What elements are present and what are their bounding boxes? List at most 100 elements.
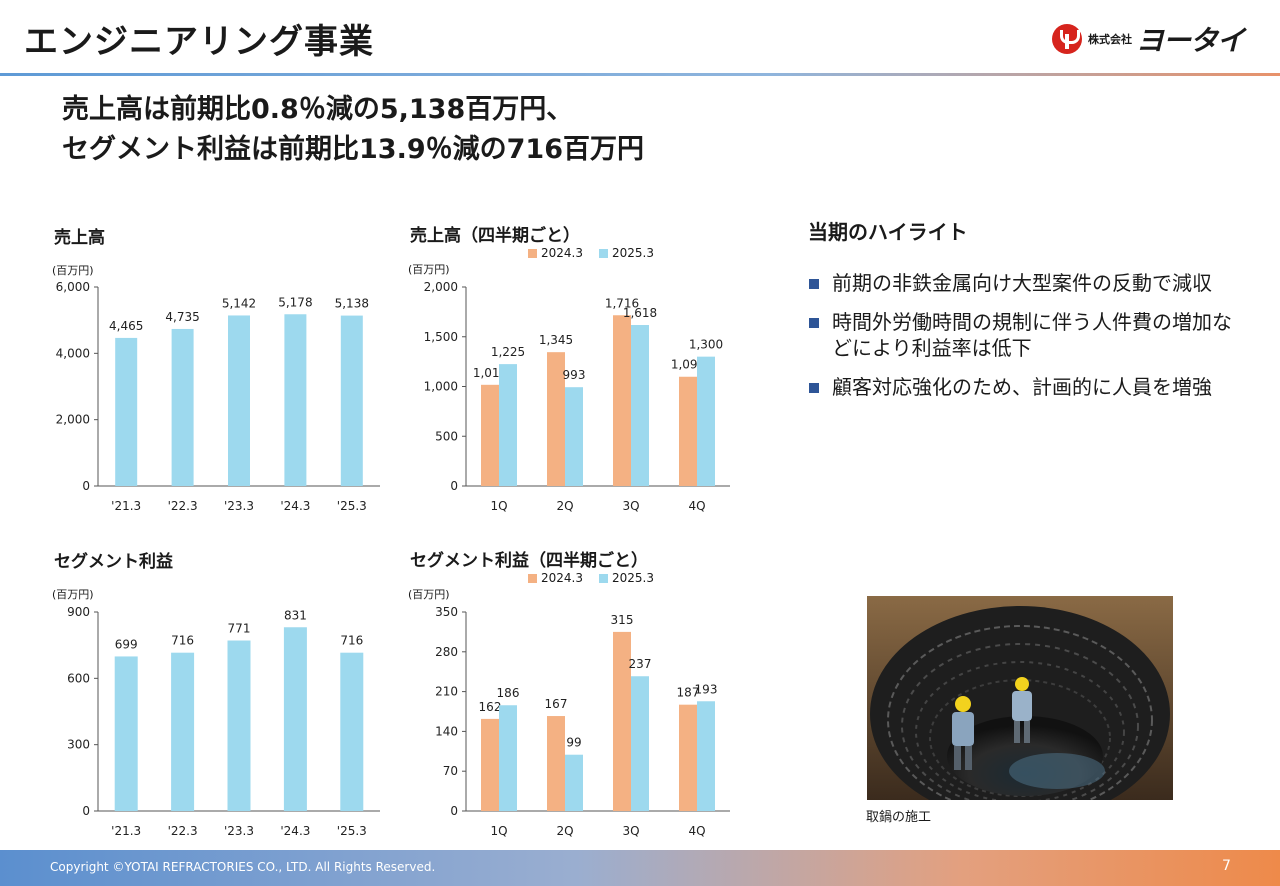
ladle-construction-photo (867, 596, 1173, 800)
bar-23.3 (228, 315, 250, 486)
x-tick-label: '25.3 (337, 824, 367, 838)
x-tick-label: 3Q (622, 824, 639, 838)
data-label: 162 (479, 700, 502, 714)
highlights-list: 前期の非鉄金属向け大型案件の反動で減収 時間外労働時間の規制に伴う人件費の増加な… (808, 270, 1248, 413)
x-tick-label: 4Q (688, 824, 705, 838)
data-label: 167 (545, 697, 568, 711)
data-label: 1,618 (623, 306, 657, 320)
annual-sales-chart: 0 2,000 4,000 6,000 '21.3 4,465 '22.3 4,735 '23.… (56, 280, 380, 513)
data-label: 5,138 (335, 297, 369, 311)
ladle-photo-illustration (867, 596, 1173, 800)
bar-2024-3-4Q (679, 704, 697, 811)
legend-swatch-2024 (528, 248, 537, 258)
photo-caption: 取鍋の施工 (866, 810, 932, 825)
quarterly-sales-unit: (百万円) (408, 263, 450, 276)
data-label: 193 (695, 682, 718, 696)
annual-profit-title: セグメント利益 (54, 552, 173, 572)
bar-2024-3-3Q (613, 631, 631, 811)
data-label: 831 (284, 608, 307, 622)
data-label: 237 (629, 657, 652, 671)
highlight-text: 顧客対応強化のため、計画的に人員を増強 (832, 375, 1212, 399)
y-tick-label: 140 (435, 724, 458, 738)
bar-2025-3-1Q (499, 364, 517, 486)
y-tick-label: 4,000 (56, 346, 90, 360)
data-label: 1,716 (605, 296, 639, 310)
page-number: 7 (1222, 858, 1231, 874)
bar-2024-3-3Q (613, 315, 631, 486)
bar-2024-3-2Q (547, 716, 565, 811)
footer: Copyright ©YOTAI REFRACTORIES CO., LTD. … (0, 850, 1280, 886)
title-bar: エンジニアリング事業 株式会社 ヨータイ (0, 0, 1280, 76)
legend-swatch-2025 (599, 248, 608, 258)
logo-brand-text: ヨータイ (1136, 24, 1245, 57)
y-tick-label: 350 (435, 605, 458, 619)
data-label: 771 (228, 622, 251, 636)
data-label: 99 (566, 736, 581, 750)
bar-2025-3-4Q (697, 701, 715, 811)
y-tick-label: 900 (67, 605, 90, 619)
square-bullet-icon (809, 383, 819, 393)
y-tick-label: 1,000 (424, 380, 458, 394)
highlights-title: 当期のハイライト (808, 220, 968, 244)
data-label: 993 (563, 368, 586, 382)
y-tick-label: 0 (450, 804, 458, 818)
x-tick-label: 4Q (688, 499, 705, 513)
data-label: 4,735 (165, 310, 199, 324)
bar-2024-3-4Q (679, 376, 697, 486)
data-label: 5,178 (278, 295, 312, 309)
bar-2024-3-1Q (481, 384, 499, 486)
y-tick-label: 6,000 (56, 280, 90, 294)
bar-2025-3-3Q (631, 325, 649, 486)
x-tick-label: '22.3 (168, 824, 198, 838)
quarterly-profit-unit: (百万円) (408, 588, 450, 601)
data-label: 186 (497, 686, 520, 700)
x-tick-label: 2Q (556, 499, 573, 513)
data-label: 1,225 (491, 345, 525, 359)
x-tick-label: '23.3 (224, 824, 254, 838)
bar-23.3 (227, 640, 251, 811)
legend-swatch-2024 (528, 573, 537, 583)
quarterly-sales-chart: 0 500 1,000 1,500 2,000 1Q 1,017 1,225 2Q 1,345 99… (424, 280, 730, 513)
legend-label-2024: 2024.3 (541, 246, 583, 260)
y-tick-label: 210 (435, 685, 458, 699)
highlight-item: 時間外労働時間の規制に伴う人件費の増加などにより利益率は低下 (808, 309, 1248, 361)
page-title: エンジニアリング事業 (24, 22, 374, 62)
y-tick-label: 0 (82, 479, 90, 493)
logo-company-text: 株式会社 (1088, 33, 1132, 46)
y-tick-label: 0 (82, 804, 90, 818)
quarterly-profit-legend: 2024.3 2025.3 (528, 571, 654, 585)
highlight-text: 時間外労働時間の規制に伴う人件費の増加などにより利益率は低下 (832, 310, 1232, 360)
highlight-item: 前期の非鉄金属向け大型案件の反動で減収 (808, 270, 1248, 296)
bar-25.3 (340, 652, 364, 811)
y-tick-label: 1,500 (424, 330, 458, 344)
legend-label-2025: 2025.3 (612, 246, 654, 260)
annual-sales-unit: (百万円) (52, 264, 94, 277)
headline: 売上高は前期比0.8％減の5,138百万円、 セグメント利益は前期比13.9％減… (62, 90, 644, 170)
y-tick-label: 2,000 (56, 413, 90, 427)
annual-profit-chart: 0 300 600 900 '21.3 699 '22.3 716 '23.3 771 '24.3 8… (67, 605, 380, 838)
bar-22.3 (171, 652, 195, 811)
x-tick-label: '25.3 (337, 499, 367, 513)
quarterly-profit-title: セグメント利益（四半期ごと） (410, 551, 648, 571)
highlight-item: 顧客対応強化のため、計画的に人員を増強 (808, 374, 1248, 400)
data-label: 716 (340, 634, 363, 648)
y-tick-label: 280 (435, 645, 458, 659)
legend-swatch-2025 (599, 573, 608, 583)
y-tick-label: 0 (450, 479, 458, 493)
legend-label-2025: 2025.3 (612, 571, 654, 585)
x-tick-label: '24.3 (280, 824, 310, 838)
x-tick-label: '23.3 (224, 499, 254, 513)
data-label: 315 (611, 613, 634, 627)
x-tick-label: 2Q (556, 824, 573, 838)
headline-line-1: 売上高は前期比0.8％減の5,138百万円、 (62, 94, 574, 125)
yotai-logo-icon (1052, 24, 1082, 54)
data-label: 1,300 (689, 338, 723, 352)
company-logo: 株式会社 ヨータイ (1052, 22, 1245, 57)
y-tick-label: 600 (67, 671, 90, 685)
copyright-text: Copyright ©YOTAI REFRACTORIES CO., LTD. … (50, 860, 436, 874)
legend-item-2024: 2024.3 (528, 246, 583, 260)
quarterly-sales-legend: 2024.3 2025.3 (528, 246, 654, 260)
square-bullet-icon (809, 279, 819, 289)
x-tick-label: 3Q (622, 499, 639, 513)
